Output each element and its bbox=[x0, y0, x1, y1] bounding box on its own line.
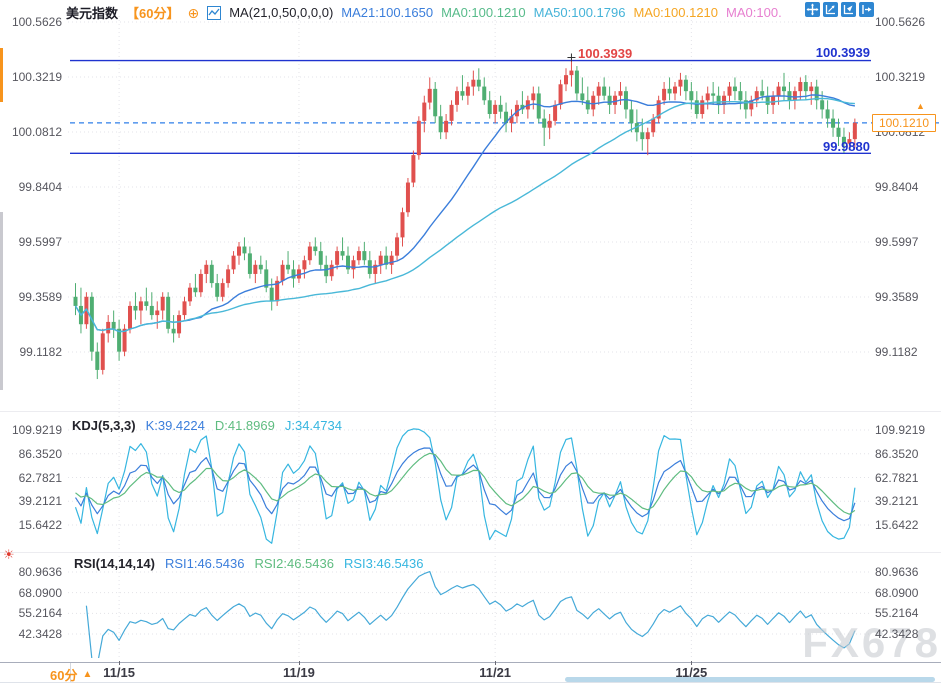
y-axis-label: 100.5626 bbox=[875, 15, 926, 29]
timeframe-up-triangle-icon: ▲ bbox=[82, 669, 93, 680]
watermark: FX678 bbox=[802, 619, 941, 666]
y-axis-label: 99.5997 bbox=[875, 235, 919, 250]
y-axis-label: 100.0812 bbox=[11, 125, 62, 139]
y-axis-label: 80.9636 bbox=[18, 565, 62, 579]
ma-settings-label: MA(21,0,50,0,0,0) bbox=[229, 5, 334, 20]
current-price-tag[interactable]: 100.1210 bbox=[872, 114, 936, 132]
ma21-line bbox=[74, 94, 856, 333]
y-axis-label: 99.1182 bbox=[19, 345, 63, 360]
alert-line-label-upper: 100.3939 bbox=[815, 45, 870, 60]
y-axis-label: 109.9219 bbox=[11, 423, 62, 437]
ma0-value-3: MA0:100. bbox=[726, 5, 782, 20]
ma21-value: MA21:100.1650 bbox=[341, 5, 434, 20]
ma0-value-1: MA0:100.1210 bbox=[441, 5, 526, 20]
y-axis-label: 42.3428 bbox=[18, 627, 62, 641]
y-axis-label: 42.3428 bbox=[875, 627, 919, 641]
chart-toolbar bbox=[805, 2, 874, 17]
y-axis-label: 109.9219 bbox=[875, 423, 926, 437]
y-axis-label: 99.3589 bbox=[18, 290, 62, 305]
horizontal-scrollbar[interactable] bbox=[565, 677, 935, 682]
date-label: 11/15 bbox=[103, 665, 136, 680]
alert-line-label-lower: 99.9880 bbox=[823, 139, 870, 154]
ma50-value: MA50:100.1796 bbox=[533, 5, 626, 20]
kdj-j-line bbox=[74, 428, 856, 544]
date-tick bbox=[119, 661, 121, 665]
rsi1-value: RSI1:46.5436 bbox=[164, 556, 245, 571]
y-axis-label: 39.2121 bbox=[875, 494, 919, 509]
y-axis-label: 62.7821 bbox=[875, 470, 919, 485]
y-axis-label: 86.3520 bbox=[18, 446, 62, 461]
date-label: 11/19 bbox=[283, 665, 315, 680]
rsi2-value: RSI2:46.5436 bbox=[254, 556, 334, 571]
move-icon[interactable] bbox=[805, 2, 820, 17]
jump-latest-icon[interactable] bbox=[859, 2, 874, 17]
y-axis-label: 62.7821 bbox=[18, 470, 62, 485]
date-tick bbox=[495, 661, 497, 665]
left-scrollbar-track[interactable] bbox=[0, 212, 3, 390]
date-label: 11/25 bbox=[675, 665, 708, 680]
kdj-k-value: K:39.4224 bbox=[145, 418, 205, 433]
kdj-j-value: J:34.4734 bbox=[284, 418, 342, 433]
y-axis-label: 99.5997 bbox=[18, 235, 62, 250]
peak-marker bbox=[567, 53, 576, 62]
date-tick bbox=[298, 661, 300, 665]
candles-layer bbox=[73, 60, 857, 380]
rsi3-value: RSI3:46.5436 bbox=[343, 556, 424, 571]
bottom-timeframe[interactable]: 60分 ▲ bbox=[50, 665, 92, 684]
y-axis-label: 99.1182 bbox=[875, 345, 918, 360]
date-tick bbox=[691, 661, 693, 665]
y-axis-label: 68.0900 bbox=[18, 585, 62, 600]
y-axis-label: 39.2121 bbox=[18, 494, 62, 509]
rsi-title: RSI(14,14,14) bbox=[74, 556, 155, 571]
y-axis-label: 100.3219 bbox=[875, 70, 926, 84]
pane-separator bbox=[0, 411, 941, 412]
chart-header: 美元指数 【60分】 ⊕ MA(21,0,50,0,0,0) MA21:100.… bbox=[66, 3, 782, 22]
instrument-title: 美元指数 bbox=[66, 6, 119, 21]
y-axis-label: 100.3219 bbox=[11, 70, 62, 84]
kdj-k-line bbox=[74, 447, 856, 522]
auto-scale-icon[interactable] bbox=[841, 2, 856, 17]
y-axis-label: 86.3520 bbox=[875, 446, 919, 461]
chart-type-icon[interactable] bbox=[207, 5, 222, 20]
y-axis-label: 99.8404 bbox=[18, 180, 62, 195]
kdj-title: KDJ(5,3,3) bbox=[72, 418, 136, 433]
y-axis-label: 99.3589 bbox=[875, 290, 919, 305]
time-axis-border bbox=[0, 662, 941, 663]
y-axis-label: 68.0900 bbox=[875, 585, 919, 600]
price-up-arrow-icon: ▲ bbox=[916, 101, 925, 111]
alert-line-label-peak: 100.3939 bbox=[578, 46, 633, 61]
date-label: 11/21 bbox=[479, 665, 512, 680]
kdj-header: KDJ(5,3,3) K:39.4224 D:41.8969 J:34.4734 bbox=[72, 418, 342, 433]
pane-separator bbox=[0, 552, 941, 553]
rsi-line bbox=[85, 570, 856, 658]
left-scrollbar-active[interactable] bbox=[0, 48, 3, 102]
y-axis-label: 100.5626 bbox=[11, 15, 62, 29]
timeframe-label: 【60分】 bbox=[126, 6, 180, 21]
y-axis-label: 55.2164 bbox=[875, 606, 919, 621]
kdj-d-value: D:41.8969 bbox=[214, 418, 275, 433]
y-axis-label: 80.9636 bbox=[875, 565, 919, 579]
y-axis-label: 15.6422 bbox=[18, 518, 62, 532]
sun-icon[interactable]: ☀ bbox=[3, 547, 15, 562]
kdj-d-line bbox=[75, 452, 856, 515]
ma0-value-2: MA0:100.1210 bbox=[633, 5, 719, 20]
bottom-timeframe-label: 60分 bbox=[50, 668, 78, 683]
y-axis-label: 99.8404 bbox=[875, 180, 919, 195]
ma50-line bbox=[74, 97, 855, 333]
rsi-header: RSI(14,14,14) RSI1:46.5436 RSI2:46.5436 … bbox=[74, 556, 423, 571]
time-axis-divider bbox=[70, 663, 71, 682]
circle-plus-icon[interactable]: ⊕ bbox=[187, 4, 200, 21]
y-axis-label: 55.2164 bbox=[18, 606, 62, 621]
y-axis-label: 15.6422 bbox=[875, 518, 919, 532]
fit-scale-icon[interactable] bbox=[823, 2, 838, 17]
